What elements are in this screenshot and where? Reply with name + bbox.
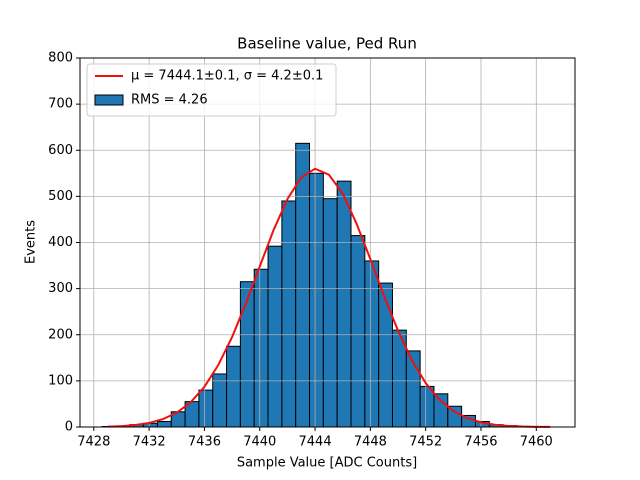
- y-tick-label: 800: [48, 51, 73, 66]
- histogram-bar: [156, 420, 172, 428]
- y-tick-label: 600: [48, 143, 73, 158]
- x-tick-label: 7448: [354, 435, 387, 450]
- y-axis-label: Events: [24, 220, 39, 264]
- x-tick-label: 7432: [133, 435, 166, 450]
- y-tick-label: 100: [48, 373, 73, 388]
- histogram-bar: [267, 245, 283, 428]
- fit-line: [107, 167, 551, 428]
- legend-label: μ = 7444.1±0.1, σ = 4.2±0.1: [131, 69, 323, 84]
- legend-box: [86, 63, 337, 117]
- histogram-bar: [309, 172, 324, 428]
- histogram-bar: [226, 345, 241, 428]
- histogram-bar: [198, 389, 214, 428]
- x-tick-label: 7456: [464, 435, 497, 450]
- y-tick-label: 400: [48, 235, 73, 250]
- legend-patch: [94, 94, 124, 106]
- histogram-bar: [419, 385, 435, 428]
- plot-frame: [79, 57, 576, 428]
- histogram-bar: [378, 282, 393, 428]
- y-tick-label: 0: [65, 420, 73, 435]
- histogram-bar: [253, 268, 269, 428]
- y-tick-label: 300: [48, 281, 73, 296]
- histogram-bar: [364, 260, 380, 428]
- x-tick-label: 7440: [243, 435, 276, 450]
- histogram-bar: [281, 200, 297, 428]
- y-tick-label: 700: [48, 97, 73, 112]
- histogram-bar: [212, 373, 228, 428]
- histogram-bar: [350, 235, 366, 428]
- x-tick-label: 7436: [188, 435, 221, 450]
- x-tick-label: 7460: [520, 435, 553, 450]
- chart-title: Baseline value, Ped Run: [237, 35, 417, 53]
- histogram-bar: [433, 393, 449, 428]
- x-tick-label: 7428: [77, 435, 110, 450]
- y-tick-label: 500: [48, 189, 73, 204]
- histogram-bar: [322, 198, 338, 428]
- x-tick-label: 7452: [409, 435, 442, 450]
- legend-label: RMS = 4.26: [131, 93, 208, 108]
- x-axis-label: Sample Value [ADC Counts]: [237, 456, 417, 471]
- y-tick-label: 200: [48, 327, 73, 342]
- histogram-bar: [239, 281, 255, 428]
- x-tick-label: 7444: [299, 435, 332, 450]
- histogram-bar: [295, 142, 311, 428]
- histogram-bar: [336, 180, 352, 428]
